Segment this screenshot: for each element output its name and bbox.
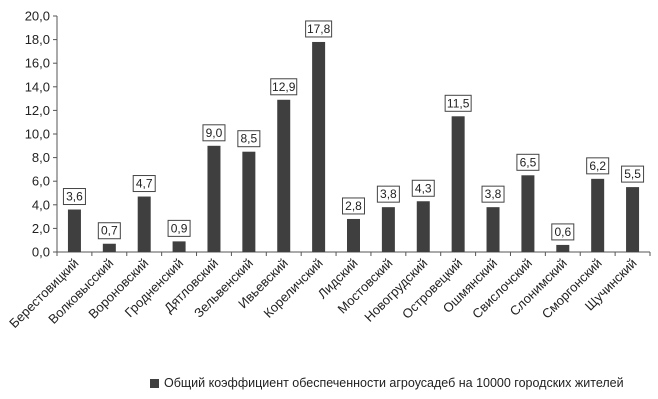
data-label: 8,5 (241, 132, 258, 146)
data-label-box (305, 20, 333, 38)
data-label: 4,3 (415, 181, 432, 195)
data-label-box (62, 188, 86, 206)
data-label: 0,9 (171, 221, 188, 235)
data-label: 11,5 (447, 96, 470, 110)
bar (626, 187, 640, 252)
bar (416, 201, 430, 252)
data-label: 9,0 (206, 126, 223, 140)
data-label: 3,8 (380, 187, 397, 201)
y-tick-label: 12,0 (25, 103, 50, 118)
legend: Общий коэффициент обеспеченности агроуса… (150, 375, 624, 391)
data-label: 6,2 (589, 159, 606, 173)
data-label-box (551, 223, 575, 241)
bar (207, 145, 221, 252)
legend-label: Общий коэффициент обеспеченности агроуса… (164, 376, 624, 390)
y-tick-label: 2,0 (32, 221, 50, 236)
y-tick-label: 20,0 (25, 9, 50, 24)
bar (521, 175, 535, 252)
bar (556, 244, 570, 252)
y-tick-label: 6,0 (32, 174, 50, 189)
data-label: 3,6 (66, 190, 83, 204)
data-label-box (376, 185, 400, 203)
bar (591, 178, 605, 252)
bar (172, 241, 186, 252)
data-label-box (132, 175, 156, 193)
data-label-box (202, 124, 226, 142)
data-label-box (586, 157, 610, 175)
y-tick-label: 10,0 (25, 127, 50, 142)
bar (102, 243, 116, 252)
bar (137, 196, 151, 252)
data-label-box (270, 78, 298, 96)
data-label: 17,8 (307, 22, 331, 36)
data-label: 4,7 (136, 177, 153, 191)
data-label: 5,5 (624, 167, 641, 181)
y-tick-label: 16,0 (25, 56, 50, 71)
data-label-box (444, 94, 472, 112)
legend-swatch (150, 378, 159, 388)
data-label: 0,7 (101, 224, 118, 238)
data-label-box (516, 153, 540, 171)
data-label-box (167, 219, 191, 237)
y-tick-label: 4,0 (32, 197, 50, 212)
bar (381, 207, 395, 252)
data-label: 3,8 (485, 187, 502, 201)
data-label-box (342, 197, 365, 215)
y-tick-label: 14,0 (25, 79, 50, 94)
y-tick-label: 8,0 (32, 150, 50, 165)
bar (486, 207, 500, 252)
data-label: 2,8 (345, 199, 362, 213)
bar (347, 218, 360, 252)
data-label: 6,5 (520, 155, 537, 169)
y-tick-label: 18,0 (25, 32, 50, 47)
data-label-box (621, 165, 645, 183)
data-label-box (237, 130, 261, 148)
bar (242, 151, 256, 252)
data-label-box (411, 179, 435, 197)
data-label-box (97, 222, 121, 240)
data-label-box (481, 185, 505, 203)
bar (312, 41, 326, 253)
bar (277, 99, 291, 252)
bar (67, 209, 81, 252)
data-label: 12,9 (272, 80, 296, 94)
y-tick-label: 0,0 (32, 245, 50, 260)
data-label: 0,6 (554, 225, 571, 239)
bar (451, 116, 465, 252)
